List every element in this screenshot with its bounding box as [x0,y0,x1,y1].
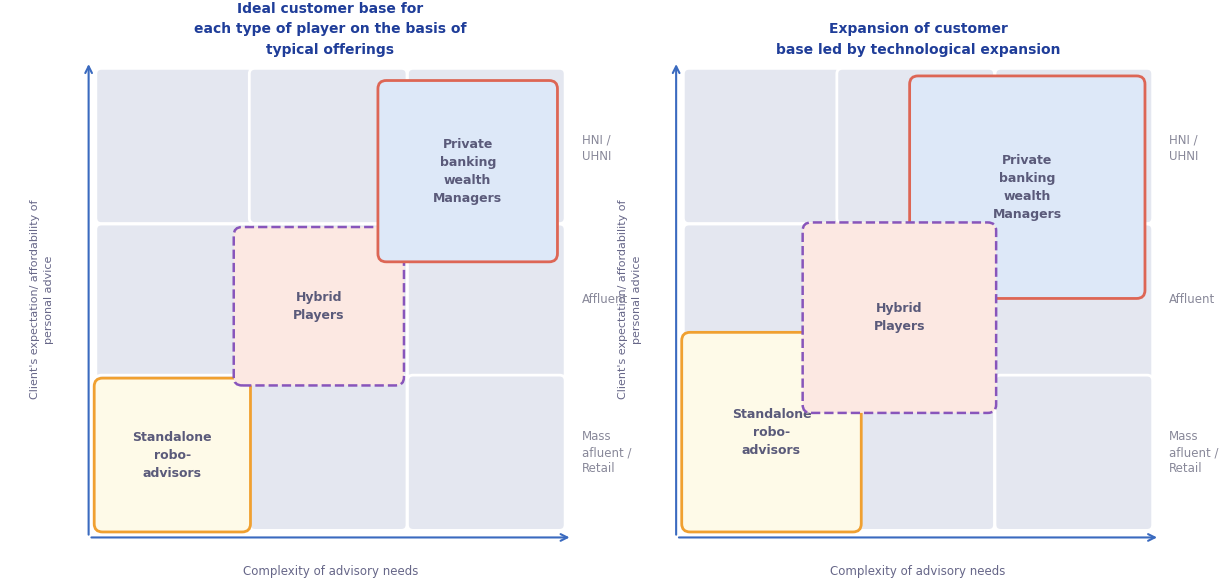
Title: Expansion of customer
base led by technological expansion: Expansion of customer base led by techno… [776,22,1060,57]
Text: Complexity of advisory needs: Complexity of advisory needs [242,565,419,578]
Text: Standalone
robo-
advisors: Standalone robo- advisors [732,407,812,457]
Text: Standalone
robo-
advisors: Standalone robo- advisors [132,430,212,480]
FancyBboxPatch shape [995,224,1153,379]
Title: Ideal customer base for
each type of player on the basis of
typical offerings: Ideal customer base for each type of pla… [195,2,466,57]
Text: Complexity of advisory needs: Complexity of advisory needs [830,565,1006,578]
Text: Client's expectation/ affordability of
personal advice: Client's expectation/ affordability of p… [618,200,641,399]
FancyBboxPatch shape [378,80,557,262]
FancyBboxPatch shape [995,68,1153,224]
FancyBboxPatch shape [683,224,841,379]
Text: HNI /
UHNI: HNI / UHNI [1169,134,1198,163]
Text: HNI /
UHNI: HNI / UHNI [581,134,611,163]
FancyBboxPatch shape [909,76,1144,298]
Text: Client's expectation/ affordability of
personal advice: Client's expectation/ affordability of p… [31,200,54,399]
Text: Mass
afluent /
Retail: Mass afluent / Retail [581,430,632,475]
Text: Mass
afluent /
Retail: Mass afluent / Retail [1169,430,1219,475]
Text: Private
banking
wealth
Managers: Private banking wealth Managers [993,154,1062,221]
FancyBboxPatch shape [234,227,404,386]
FancyBboxPatch shape [683,68,841,224]
Text: Hybrid
Players: Hybrid Players [874,302,925,333]
Text: Affluent: Affluent [581,293,628,306]
FancyBboxPatch shape [995,375,1153,531]
FancyBboxPatch shape [683,375,841,531]
Text: Affluent: Affluent [1169,293,1215,306]
FancyBboxPatch shape [408,375,565,531]
FancyBboxPatch shape [250,224,408,379]
FancyBboxPatch shape [95,224,253,379]
FancyBboxPatch shape [408,224,565,379]
FancyBboxPatch shape [250,375,408,531]
FancyBboxPatch shape [837,224,995,379]
Text: Private
banking
wealth
Managers: Private banking wealth Managers [433,138,502,205]
FancyBboxPatch shape [95,68,253,224]
FancyBboxPatch shape [837,375,995,531]
FancyBboxPatch shape [94,378,251,532]
FancyBboxPatch shape [408,68,565,224]
FancyBboxPatch shape [682,332,862,532]
Text: Hybrid
Players: Hybrid Players [293,291,345,322]
FancyBboxPatch shape [803,222,996,413]
FancyBboxPatch shape [95,375,253,531]
FancyBboxPatch shape [837,68,995,224]
FancyBboxPatch shape [250,68,408,224]
